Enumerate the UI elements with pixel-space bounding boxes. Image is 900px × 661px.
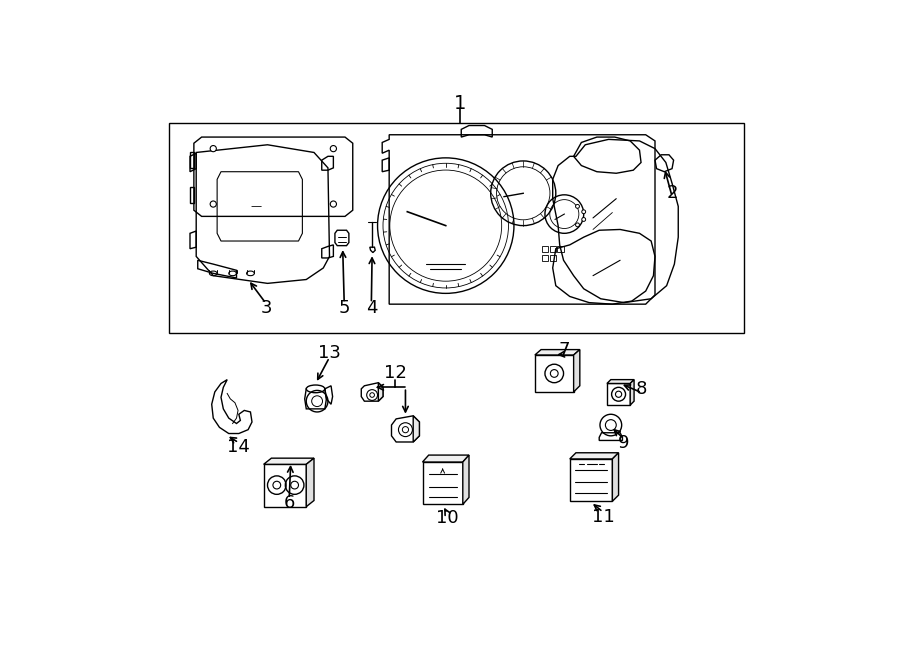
Polygon shape <box>463 455 469 504</box>
Bar <box>169 123 744 332</box>
Polygon shape <box>573 350 580 392</box>
Bar <box>557 246 563 252</box>
Text: 4: 4 <box>365 299 377 317</box>
Circle shape <box>576 223 580 227</box>
Text: 7: 7 <box>559 341 570 360</box>
Text: —: — <box>250 202 261 212</box>
Text: 6: 6 <box>284 494 295 512</box>
Circle shape <box>581 217 586 221</box>
Text: 5: 5 <box>338 299 350 317</box>
Circle shape <box>330 145 337 152</box>
Circle shape <box>330 201 337 207</box>
Polygon shape <box>570 453 618 459</box>
Polygon shape <box>422 455 469 462</box>
Text: 2: 2 <box>666 184 678 202</box>
Circle shape <box>576 204 580 208</box>
Text: 12: 12 <box>384 364 407 383</box>
Bar <box>542 246 548 252</box>
Text: 14: 14 <box>228 438 250 456</box>
Text: 9: 9 <box>618 434 630 451</box>
Text: 3: 3 <box>260 299 272 317</box>
Bar <box>550 255 556 261</box>
Polygon shape <box>378 383 383 401</box>
Polygon shape <box>306 458 314 507</box>
Circle shape <box>210 201 216 207</box>
Ellipse shape <box>306 385 325 393</box>
Bar <box>550 246 556 252</box>
Text: 8: 8 <box>636 380 647 398</box>
Text: 10: 10 <box>436 509 459 527</box>
Polygon shape <box>413 416 419 442</box>
Text: 13: 13 <box>318 344 341 362</box>
Polygon shape <box>535 350 580 355</box>
Polygon shape <box>630 379 634 405</box>
Text: 1: 1 <box>454 95 467 114</box>
Circle shape <box>581 210 586 214</box>
Polygon shape <box>612 453 618 501</box>
Polygon shape <box>264 458 314 464</box>
Bar <box>542 255 548 261</box>
Circle shape <box>210 145 216 152</box>
Polygon shape <box>607 379 634 383</box>
Text: 11: 11 <box>591 508 615 525</box>
